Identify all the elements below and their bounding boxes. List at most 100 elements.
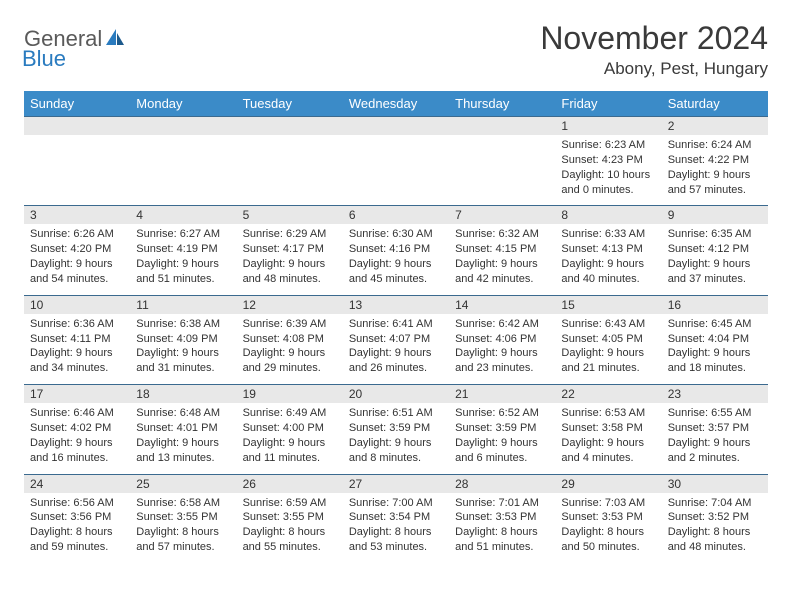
sunset-text: Sunset: 4:23 PM <box>561 153 655 168</box>
day-number: 24 <box>24 475 130 493</box>
daylight-text-1: Daylight: 9 hours <box>668 346 762 361</box>
sunset-text: Sunset: 4:12 PM <box>668 242 762 257</box>
day-content: Sunrise: 7:03 AMSunset: 3:53 PMDaylight:… <box>555 493 661 563</box>
sunrise-text: Sunrise: 6:33 AM <box>561 227 655 242</box>
day-number: 6 <box>343 206 449 224</box>
week-row: 10Sunrise: 6:36 AMSunset: 4:11 PMDayligh… <box>24 295 768 384</box>
day-header-wednesday: Wednesday <box>343 91 449 117</box>
day-content: Sunrise: 6:33 AMSunset: 4:13 PMDaylight:… <box>555 224 661 294</box>
day-cell: 21Sunrise: 6:52 AMSunset: 3:59 PMDayligh… <box>449 385 555 474</box>
day-cell: 28Sunrise: 7:01 AMSunset: 3:53 PMDayligh… <box>449 474 555 563</box>
day-number: 2 <box>662 117 768 135</box>
day-content: Sunrise: 6:38 AMSunset: 4:09 PMDaylight:… <box>130 314 236 384</box>
daylight-text-2: and 29 minutes. <box>243 361 337 376</box>
day-number: 9 <box>662 206 768 224</box>
day-content: Sunrise: 6:42 AMSunset: 4:06 PMDaylight:… <box>449 314 555 384</box>
daylight-text-1: Daylight: 9 hours <box>136 257 230 272</box>
sunset-text: Sunset: 4:11 PM <box>30 332 124 347</box>
sunset-text: Sunset: 4:06 PM <box>455 332 549 347</box>
day-content: Sunrise: 6:29 AMSunset: 4:17 PMDaylight:… <box>237 224 343 294</box>
day-content: Sunrise: 6:49 AMSunset: 4:00 PMDaylight:… <box>237 403 343 473</box>
day-number: 20 <box>343 385 449 403</box>
day-number: 26 <box>237 475 343 493</box>
day-content: Sunrise: 6:39 AMSunset: 4:08 PMDaylight:… <box>237 314 343 384</box>
daylight-text-2: and 21 minutes. <box>561 361 655 376</box>
day-header-friday: Friday <box>555 91 661 117</box>
sunrise-text: Sunrise: 6:41 AM <box>349 317 443 332</box>
day-content <box>24 135 130 193</box>
daylight-text-2: and 4 minutes. <box>561 451 655 466</box>
sunset-text: Sunset: 3:57 PM <box>668 421 762 436</box>
day-cell <box>24 117 130 206</box>
day-cell: 18Sunrise: 6:48 AMSunset: 4:01 PMDayligh… <box>130 385 236 474</box>
sunrise-text: Sunrise: 6:46 AM <box>30 406 124 421</box>
sunrise-text: Sunrise: 6:39 AM <box>243 317 337 332</box>
day-cell: 30Sunrise: 7:04 AMSunset: 3:52 PMDayligh… <box>662 474 768 563</box>
day-cell: 13Sunrise: 6:41 AMSunset: 4:07 PMDayligh… <box>343 295 449 384</box>
day-cell: 7Sunrise: 6:32 AMSunset: 4:15 PMDaylight… <box>449 206 555 295</box>
day-number: 13 <box>343 296 449 314</box>
sunrise-text: Sunrise: 6:52 AM <box>455 406 549 421</box>
day-cell: 24Sunrise: 6:56 AMSunset: 3:56 PMDayligh… <box>24 474 130 563</box>
day-cell <box>130 117 236 206</box>
sunset-text: Sunset: 4:01 PM <box>136 421 230 436</box>
daylight-text-1: Daylight: 10 hours <box>561 168 655 183</box>
sunset-text: Sunset: 3:58 PM <box>561 421 655 436</box>
daylight-text-1: Daylight: 9 hours <box>136 346 230 361</box>
sunset-text: Sunset: 3:59 PM <box>349 421 443 436</box>
sunrise-text: Sunrise: 6:45 AM <box>668 317 762 332</box>
daylight-text-2: and 0 minutes. <box>561 183 655 198</box>
day-cell: 17Sunrise: 6:46 AMSunset: 4:02 PMDayligh… <box>24 385 130 474</box>
sunset-text: Sunset: 4:19 PM <box>136 242 230 257</box>
day-cell <box>449 117 555 206</box>
daylight-text-1: Daylight: 8 hours <box>243 525 337 540</box>
location-text: Abony, Pest, Hungary <box>540 59 768 79</box>
day-content: Sunrise: 6:59 AMSunset: 3:55 PMDaylight:… <box>237 493 343 563</box>
daylight-text-1: Daylight: 9 hours <box>243 346 337 361</box>
sunrise-text: Sunrise: 7:04 AM <box>668 496 762 511</box>
daylight-text-1: Daylight: 8 hours <box>561 525 655 540</box>
daylight-text-1: Daylight: 9 hours <box>561 346 655 361</box>
sunrise-text: Sunrise: 6:27 AM <box>136 227 230 242</box>
day-content: Sunrise: 6:46 AMSunset: 4:02 PMDaylight:… <box>24 403 130 473</box>
sunset-text: Sunset: 4:13 PM <box>561 242 655 257</box>
daylight-text-2: and 26 minutes. <box>349 361 443 376</box>
daylight-text-2: and 48 minutes. <box>668 540 762 555</box>
day-cell: 3Sunrise: 6:26 AMSunset: 4:20 PMDaylight… <box>24 206 130 295</box>
sunrise-text: Sunrise: 6:30 AM <box>349 227 443 242</box>
daylight-text-2: and 42 minutes. <box>455 272 549 287</box>
sunrise-text: Sunrise: 6:49 AM <box>243 406 337 421</box>
day-cell: 19Sunrise: 6:49 AMSunset: 4:00 PMDayligh… <box>237 385 343 474</box>
day-content: Sunrise: 6:27 AMSunset: 4:19 PMDaylight:… <box>130 224 236 294</box>
sunset-text: Sunset: 4:22 PM <box>668 153 762 168</box>
daylight-text-2: and 18 minutes. <box>668 361 762 376</box>
day-number: 23 <box>662 385 768 403</box>
day-cell: 25Sunrise: 6:58 AMSunset: 3:55 PMDayligh… <box>130 474 236 563</box>
day-cell: 6Sunrise: 6:30 AMSunset: 4:16 PMDaylight… <box>343 206 449 295</box>
day-number-bar <box>24 117 130 135</box>
daylight-text-2: and 23 minutes. <box>455 361 549 376</box>
daylight-text-2: and 59 minutes. <box>30 540 124 555</box>
daylight-text-2: and 54 minutes. <box>30 272 124 287</box>
day-cell: 29Sunrise: 7:03 AMSunset: 3:53 PMDayligh… <box>555 474 661 563</box>
daylight-text-1: Daylight: 9 hours <box>349 436 443 451</box>
day-cell: 1Sunrise: 6:23 AMSunset: 4:23 PMDaylight… <box>555 117 661 206</box>
daylight-text-1: Daylight: 9 hours <box>668 168 762 183</box>
daylight-text-2: and 11 minutes. <box>243 451 337 466</box>
daylight-text-1: Daylight: 9 hours <box>668 436 762 451</box>
daylight-text-2: and 55 minutes. <box>243 540 337 555</box>
sunrise-text: Sunrise: 6:38 AM <box>136 317 230 332</box>
sunrise-text: Sunrise: 6:32 AM <box>455 227 549 242</box>
sunset-text: Sunset: 3:55 PM <box>243 510 337 525</box>
day-content: Sunrise: 6:51 AMSunset: 3:59 PMDaylight:… <box>343 403 449 473</box>
day-content: Sunrise: 7:04 AMSunset: 3:52 PMDaylight:… <box>662 493 768 563</box>
sunrise-text: Sunrise: 6:56 AM <box>30 496 124 511</box>
logo-sail-icon <box>106 29 124 50</box>
day-cell: 27Sunrise: 7:00 AMSunset: 3:54 PMDayligh… <box>343 474 449 563</box>
daylight-text-2: and 48 minutes. <box>243 272 337 287</box>
daylight-text-2: and 13 minutes. <box>136 451 230 466</box>
daylight-text-1: Daylight: 8 hours <box>668 525 762 540</box>
day-number: 8 <box>555 206 661 224</box>
daylight-text-1: Daylight: 9 hours <box>243 257 337 272</box>
daylight-text-2: and 2 minutes. <box>668 451 762 466</box>
